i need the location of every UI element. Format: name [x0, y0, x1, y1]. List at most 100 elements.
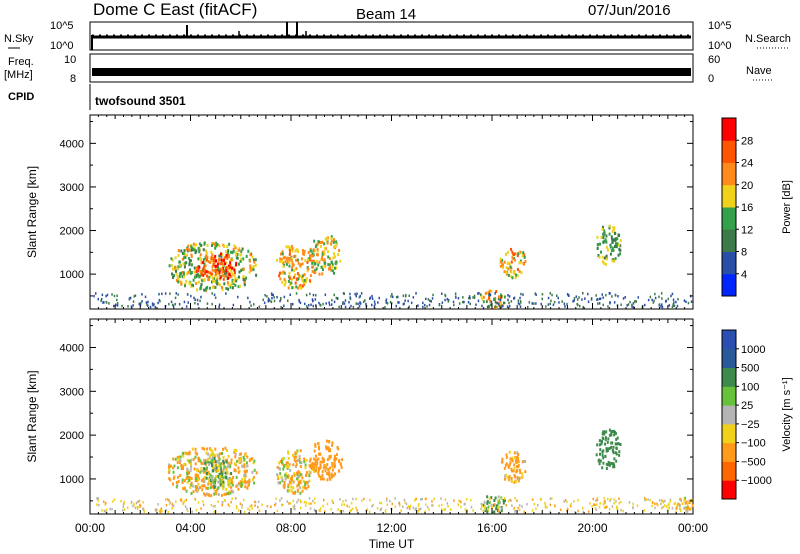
echo-cell	[410, 301, 413, 305]
echo-cell	[547, 296, 550, 300]
echo-cell	[575, 295, 577, 298]
echo-cell	[340, 466, 343, 469]
echo-cell	[671, 292, 674, 296]
echo-cell	[222, 447, 224, 451]
echo-cell	[190, 253, 193, 257]
echo-cell	[402, 303, 405, 306]
echo-cell	[179, 455, 182, 459]
echo-cell	[301, 489, 304, 493]
echo-cell	[247, 507, 249, 510]
echo-cell	[221, 262, 224, 266]
echo-cell	[226, 458, 228, 462]
echo-cell	[563, 302, 566, 305]
echo-cell	[230, 485, 233, 489]
echo-cell	[544, 501, 546, 505]
echo-cell	[182, 467, 184, 470]
echo-cell	[211, 302, 213, 306]
echo-cell	[178, 260, 181, 264]
echo-cell	[493, 510, 496, 514]
echo-cell	[231, 272, 234, 276]
echo-cell	[130, 305, 133, 308]
echo-cell	[221, 501, 224, 504]
echo-cell	[173, 464, 176, 468]
echo-cell	[363, 497, 365, 501]
echo-cell	[222, 277, 225, 281]
echo-cell	[622, 509, 624, 513]
echo-cell	[211, 477, 213, 481]
echo-cell	[602, 461, 605, 465]
echo-cell	[241, 477, 244, 481]
echo-cell	[338, 458, 341, 462]
echo-cell	[233, 268, 236, 272]
echo-cell	[177, 475, 180, 479]
echo-cell	[619, 443, 622, 446]
echo-cell	[533, 503, 536, 506]
echo-cell	[504, 463, 507, 467]
echo-cell	[356, 292, 358, 295]
echo-cell	[676, 504, 678, 507]
echo-cell	[587, 292, 589, 296]
echo-cell	[613, 301, 616, 304]
echo-cell	[276, 258, 279, 262]
echo-cell	[653, 299, 655, 303]
echo-cell	[607, 497, 609, 501]
echo-cell	[177, 455, 180, 459]
echo-cell	[263, 301, 266, 305]
echo-cell	[314, 497, 316, 500]
echo-cell	[283, 271, 286, 275]
echo-cell	[213, 466, 216, 470]
echo-cell	[454, 295, 457, 298]
echo-cell	[287, 279, 290, 283]
echo-cell	[508, 478, 511, 482]
echo-cell	[227, 255, 230, 259]
echo-cell	[308, 459, 311, 463]
echo-cell	[609, 252, 612, 256]
echo-cell	[510, 275, 513, 279]
echo-cell	[310, 502, 312, 505]
echo-cell	[101, 293, 104, 297]
panel-frame	[89, 318, 694, 515]
echo-cell	[616, 442, 619, 446]
echo-cell	[135, 501, 138, 505]
echo-cell	[182, 262, 185, 266]
echo-cell	[129, 296, 132, 300]
echo-cell	[688, 507, 691, 511]
echo-cell	[121, 304, 123, 308]
echo-cell	[219, 480, 222, 484]
echo-cell	[217, 464, 220, 468]
echo-cell	[240, 460, 243, 464]
echo-cell	[596, 298, 598, 301]
echo-cell	[183, 252, 186, 256]
echo-cell	[519, 305, 522, 308]
echo-cell	[453, 303, 455, 307]
echo-cell	[636, 504, 639, 507]
echo-cell	[610, 430, 613, 433]
echo-cell	[595, 294, 597, 297]
echo-cell	[258, 305, 261, 308]
echo-cell	[463, 300, 465, 304]
echo-cell	[184, 451, 187, 455]
echo-cell	[612, 451, 615, 455]
echo-cell	[610, 235, 613, 239]
echo-cell	[331, 269, 334, 273]
echo-cell	[292, 286, 295, 290]
echo-cell	[233, 274, 236, 278]
echo-cell	[369, 498, 371, 502]
echo-cell	[395, 295, 398, 299]
echo-cell	[556, 294, 558, 297]
echo-cell	[178, 274, 181, 278]
colorbar-tick-label: 16	[741, 202, 753, 214]
echo-cell	[233, 450, 236, 454]
echo-cell	[516, 274, 519, 278]
echo-cell	[177, 293, 179, 296]
echo-cell	[175, 272, 178, 276]
echo-cell	[632, 506, 634, 510]
echo-cell	[683, 498, 686, 502]
freq-left-tick-top: 10	[64, 54, 76, 66]
echo-cell	[309, 274, 312, 278]
echo-cell	[343, 292, 345, 295]
echo-cell	[225, 476, 228, 480]
echo-cell	[608, 224, 611, 228]
echo-cell	[202, 470, 205, 474]
echo-cell	[210, 504, 213, 507]
